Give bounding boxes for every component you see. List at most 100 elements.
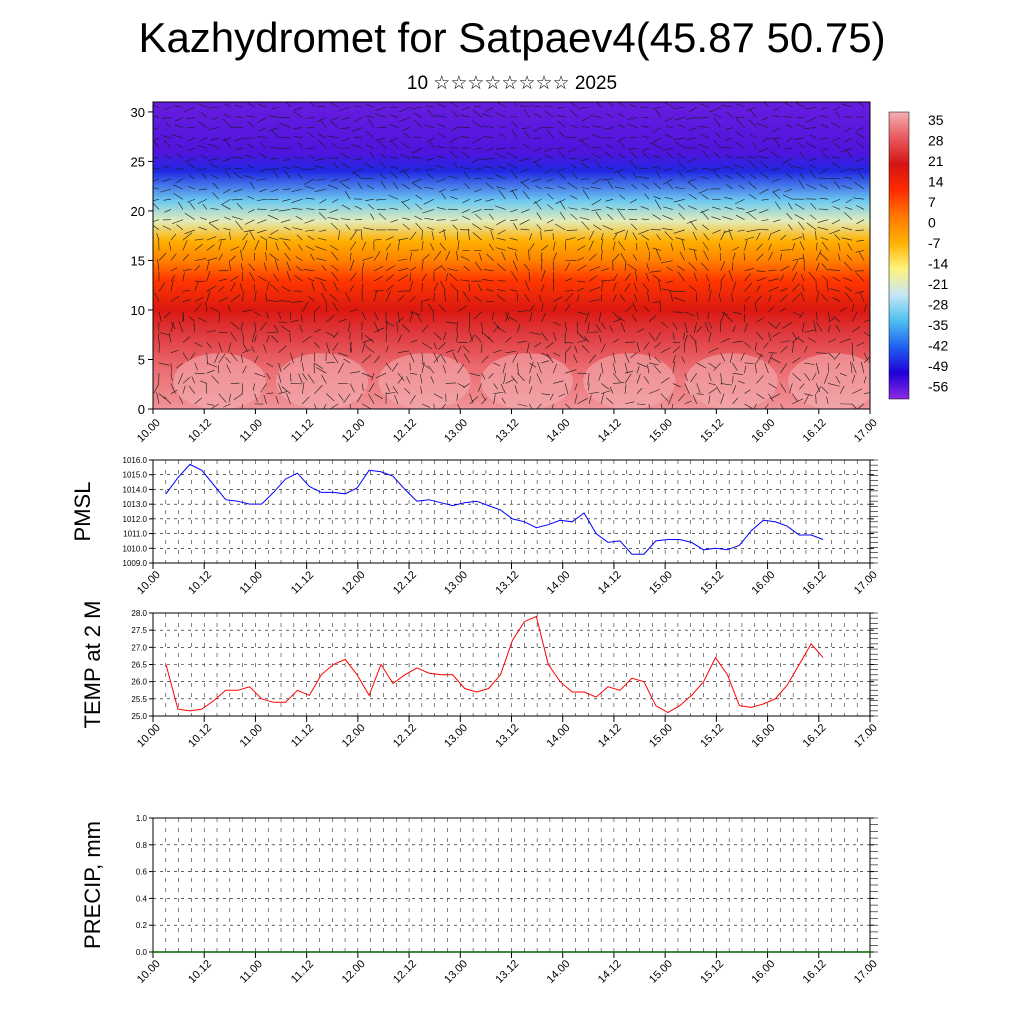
wind-vector [602, 225, 614, 231]
wind-vector [537, 361, 542, 374]
wind-vector [368, 383, 375, 393]
wind-vector [266, 334, 270, 343]
wind-vector [752, 141, 757, 149]
wind-vector [403, 133, 411, 139]
wind-vector [282, 198, 291, 202]
wind-vector [744, 342, 752, 348]
wind-vector [424, 186, 434, 190]
wind-vector [696, 383, 701, 394]
wind-vector [254, 321, 257, 333]
wind-vector [799, 241, 805, 251]
wind-vector [214, 352, 220, 364]
wind-vector [672, 355, 676, 364]
y-tick-label: 27.5 [131, 626, 147, 635]
wind-vector [223, 188, 231, 194]
wind-vector [809, 158, 817, 162]
wind-vector [756, 332, 764, 341]
x-tick-label: 13.12 [493, 569, 521, 597]
wind-vector [855, 291, 865, 294]
wind-vector [314, 342, 320, 348]
wind-vector [703, 233, 709, 241]
x-tick-label: 11.12 [289, 569, 316, 596]
wind-vector [241, 354, 243, 363]
wind-vector [756, 375, 764, 384]
wind-vector [809, 134, 817, 139]
wind-vector [227, 304, 231, 312]
x-tick-label: 15.00 [647, 958, 675, 986]
wind-vector [821, 386, 829, 394]
wind-vector [331, 271, 339, 282]
wind-vector [815, 311, 818, 321]
wind-vector [296, 234, 303, 241]
wind-vector [338, 318, 347, 323]
wind-vector [659, 301, 662, 312]
wind-vector [732, 397, 739, 405]
wind-vector [662, 147, 673, 152]
wind-vector [624, 260, 627, 271]
wind-vector [295, 216, 303, 220]
wind-vector [164, 209, 172, 213]
wind-vector [723, 229, 733, 233]
wind-vector [713, 139, 721, 149]
wind-vector [841, 147, 853, 153]
wind-vector [732, 325, 736, 333]
wind-vector [273, 170, 279, 179]
wind-vector [843, 277, 853, 282]
wind-vector [351, 168, 363, 174]
wind-vector [641, 147, 650, 152]
wind-vector [612, 294, 617, 302]
wind-vector [254, 311, 261, 317]
wind-vector [648, 362, 659, 366]
wind-vector [218, 278, 227, 282]
heatmap-y-tick-label: 5 [138, 352, 145, 367]
wind-vector [256, 198, 267, 201]
x-tick-label: 14.00 [545, 569, 573, 597]
wind-vector [415, 194, 423, 200]
wind-vector [501, 397, 506, 405]
wind-vector [792, 332, 798, 340]
wind-vector [763, 102, 769, 108]
wind-vector [643, 342, 650, 350]
wind-vector [817, 219, 829, 223]
wind-vector [512, 260, 518, 271]
wind-vector [305, 197, 315, 200]
wind-vector [158, 341, 160, 353]
wind-vector [194, 281, 199, 292]
wind-vector [189, 316, 196, 323]
wind-vector [523, 263, 530, 272]
wind-vector [509, 209, 518, 213]
wind-vector [278, 147, 291, 150]
wind-vector [665, 126, 673, 128]
wind-vector [573, 354, 578, 364]
wind-vector [254, 240, 260, 251]
wind-vector [529, 352, 532, 360]
wind-vector [804, 373, 811, 381]
wind-vector [201, 173, 208, 179]
wind-vector [441, 403, 447, 409]
x-tick-label: 16.00 [749, 569, 777, 597]
wind-vector [631, 184, 638, 190]
wind-vector [839, 307, 848, 313]
wind-vector [713, 362, 721, 371]
wind-vector [415, 222, 423, 231]
wind-vector [815, 383, 821, 392]
wind-vector [618, 240, 626, 251]
wind-vector [834, 234, 841, 241]
wind-vector [614, 168, 626, 174]
wind-vector [704, 321, 709, 333]
wind-vector [425, 105, 434, 108]
wind-vector [329, 293, 339, 302]
wind-vector [175, 178, 184, 184]
wind-vector [491, 311, 494, 321]
wind-vector [522, 190, 530, 200]
wind-vector [409, 252, 413, 261]
wind-vector [433, 393, 443, 399]
wind-vector [377, 140, 387, 149]
wind-vector [362, 372, 373, 378]
wind-vector [425, 168, 434, 171]
wind-vector [205, 302, 208, 312]
wind-vector [471, 158, 482, 163]
wind-vector [595, 102, 602, 108]
wind-vector [463, 353, 470, 364]
wind-vector [851, 362, 857, 374]
